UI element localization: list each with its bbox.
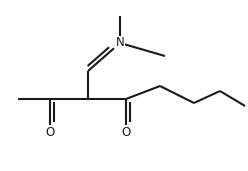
Text: N: N	[116, 36, 124, 49]
Text: O: O	[45, 127, 55, 140]
Text: O: O	[121, 127, 131, 140]
